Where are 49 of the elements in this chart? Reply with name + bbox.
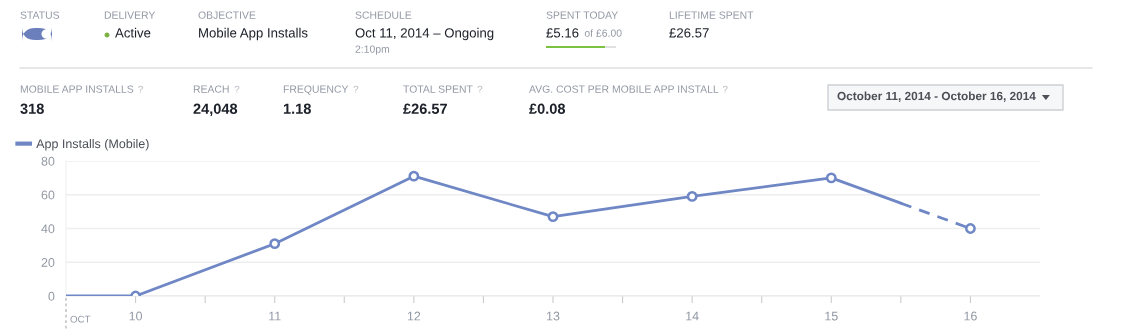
text: LIFETIME SPENT [669,11,754,19]
x-tick-label: 14 [686,311,699,321]
x-tick-label: 13 [547,311,560,321]
y-tick-label: 80 [41,156,55,166]
text: SPENT TODAY [546,11,618,19]
legend-label: App Installs (Mobile) [36,138,149,151]
x-tick-label: 10 [129,311,143,321]
y-tick-label: 60 [41,190,55,200]
point [408,170,420,182]
text: TOTAL SPENT [403,85,473,93]
text: Mobile App Installs [199,27,308,41]
text: OBJECTIVE [198,11,256,19]
y-tick-label: 40 [41,224,55,234]
text: MOBILE APP INSTALLS [20,85,134,93]
text: of £6.00 [584,29,622,37]
x-tick-label: 12 [407,311,421,321]
text: 24,048 [193,103,238,117]
x-tick-label: 16 [964,311,977,321]
text: £26.57 [669,28,709,38]
text: ? [722,85,728,93]
point [965,223,976,234]
text: £0.08 [529,103,566,114]
text: AVG. COST PER MOBILE APP INSTALL [529,85,719,93]
text: 1.18 [283,103,311,114]
text: £26.57 [403,103,447,114]
text: ? [353,85,359,93]
y-tick-label: 20 [41,258,55,267]
text: 2:10pm [355,45,390,55]
text: OCT [70,315,91,323]
point [686,191,698,202]
text: REACH [193,85,229,93]
text: Oct 11, 2014 – Ongoing [355,27,494,41]
text: 318 [20,103,44,114]
text: ? [138,85,143,93]
text: October 11, 2014 - October 16, 2014 [837,91,1036,102]
x-tick-label: 11 [269,311,281,321]
x-tick-label: 15 [825,311,838,321]
text: ? [477,85,483,93]
point [547,211,559,223]
text: ? [234,85,240,93]
text: Active [115,27,151,38]
point [825,172,837,184]
y-tick-label: 0 [48,291,55,301]
text: £5.16 [546,28,579,38]
text: SCHEDULE [355,11,412,19]
point [269,238,281,250]
text: STATUS [20,11,60,19]
text: DELIVERY [104,11,156,19]
text: FREQUENCY [283,85,349,95]
